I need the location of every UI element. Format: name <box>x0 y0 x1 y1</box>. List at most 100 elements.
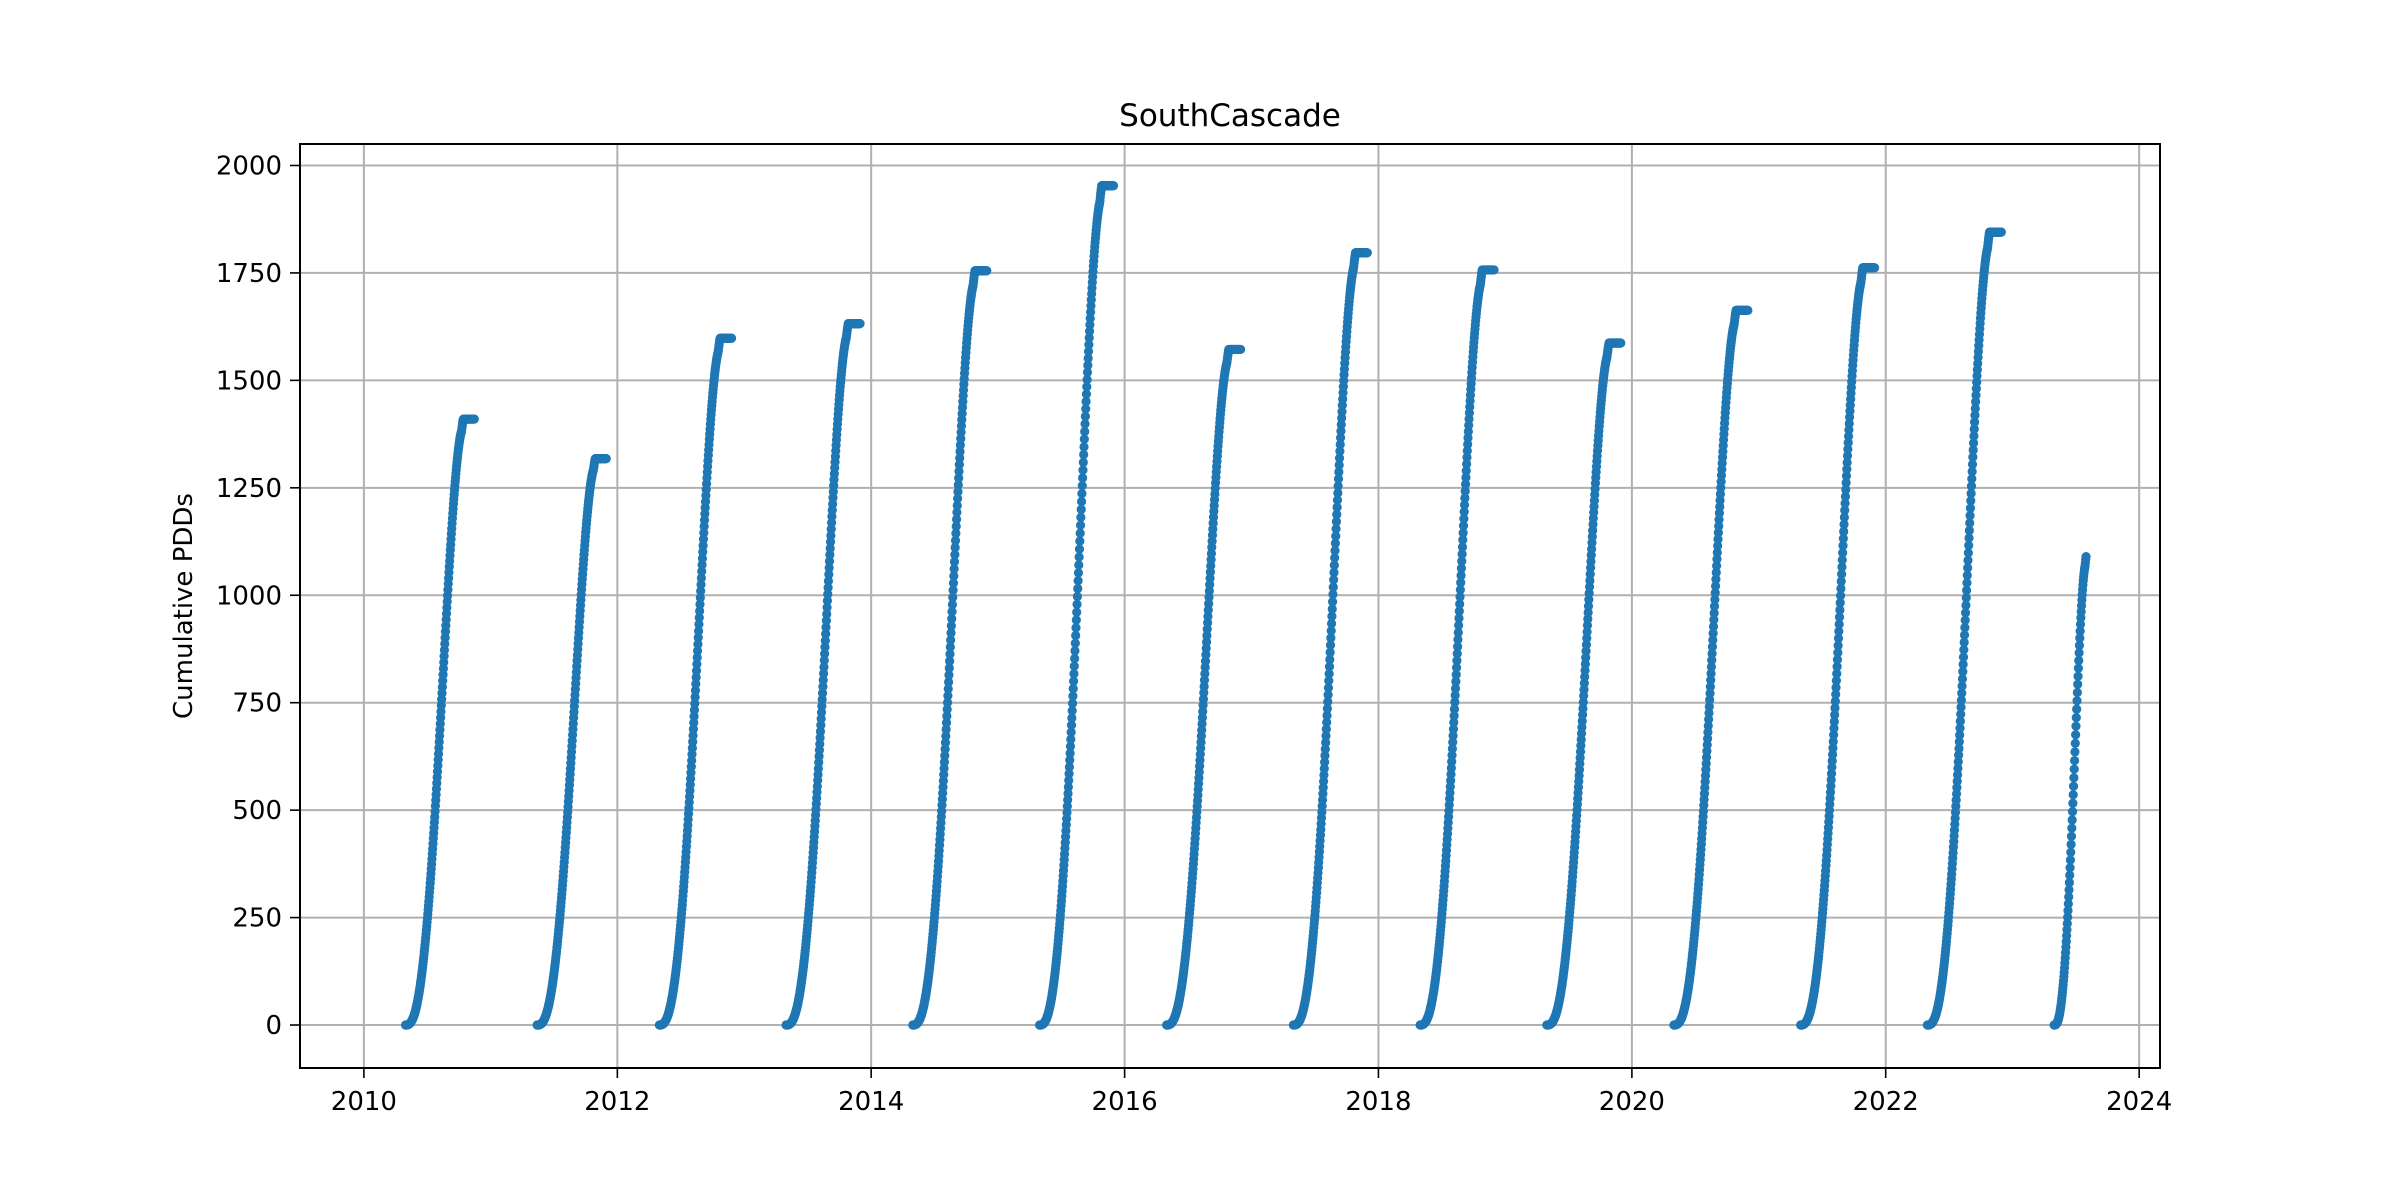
data-point <box>817 688 828 698</box>
data-point <box>1065 741 1076 751</box>
data-point <box>1331 531 1341 541</box>
data-point <box>1458 521 1469 531</box>
data-point <box>1063 788 1073 799</box>
data-point <box>1071 630 1081 641</box>
data-point <box>947 599 958 610</box>
data-point <box>1324 669 1334 679</box>
data-point <box>1962 570 1972 581</box>
data-point <box>1709 608 1719 618</box>
data-point <box>1074 552 1084 562</box>
data-point <box>1964 540 1974 551</box>
data-point <box>1957 688 1967 698</box>
data-point <box>1707 642 1718 652</box>
data-point <box>726 333 737 343</box>
data-point <box>1455 592 1465 602</box>
data-point <box>1954 737 1964 747</box>
data-point <box>1073 584 1083 594</box>
data-point <box>1828 736 1838 747</box>
data-point <box>1083 346 1094 357</box>
data-point <box>820 635 830 646</box>
data-point <box>1970 410 1980 420</box>
x-tick-label: 2018 <box>1345 1087 1411 1117</box>
data-point <box>822 602 832 613</box>
data-point <box>1325 640 1336 650</box>
data-point <box>1462 459 1472 469</box>
data-point <box>1078 465 1088 475</box>
data-point <box>1081 404 1091 414</box>
data-point <box>1839 519 1849 529</box>
data-point <box>1322 710 1332 721</box>
data-point <box>1959 637 1969 648</box>
data-point <box>1451 670 1461 680</box>
x-tick-label: 2016 <box>1092 1087 1158 1117</box>
data-point <box>1323 683 1334 693</box>
data-point <box>694 619 704 629</box>
data-point <box>1828 743 1838 753</box>
data-point <box>948 592 958 602</box>
data-point <box>1073 576 1083 586</box>
data-point <box>1829 716 1839 727</box>
data-point <box>823 582 833 593</box>
data-point <box>941 718 952 728</box>
data-point <box>1616 338 1626 348</box>
data-point <box>2068 781 2079 791</box>
data-point <box>821 622 831 632</box>
data-point <box>1447 750 1457 760</box>
data-point <box>1830 696 1840 706</box>
data-point <box>1711 567 1721 578</box>
data-point <box>1082 374 1092 385</box>
data-point <box>1066 727 1076 737</box>
data-point <box>1081 396 1091 407</box>
data-point <box>2066 831 2077 841</box>
data-point <box>1954 743 1964 754</box>
data-point <box>1447 744 1457 754</box>
data-point <box>1450 683 1461 694</box>
data-point <box>1334 460 1344 470</box>
data-point <box>2069 755 2080 766</box>
data-point <box>820 649 830 659</box>
data-point <box>1969 417 1980 427</box>
data-point <box>1460 479 1471 489</box>
data-point <box>954 466 964 476</box>
data-point <box>1449 704 1460 714</box>
data-point <box>822 609 832 619</box>
data-point <box>1743 305 1753 315</box>
data-point <box>819 655 829 665</box>
data-point <box>1843 444 1853 454</box>
data-point <box>1322 704 1332 714</box>
data-point <box>1330 553 1340 563</box>
data-point <box>954 460 964 470</box>
data-point <box>1956 709 1966 719</box>
y-tick-label: 2000 <box>216 151 282 181</box>
data-point <box>2070 747 2080 757</box>
data-point <box>1829 723 1839 733</box>
data-point <box>947 614 957 624</box>
data-point <box>1996 227 2006 237</box>
data-point <box>1834 619 1844 629</box>
data-point <box>1958 659 1968 669</box>
data-point <box>1962 578 1972 588</box>
data-point <box>690 692 700 702</box>
x-tick-label: 2022 <box>1853 1087 1919 1117</box>
data-point <box>1454 620 1464 630</box>
data-point <box>1967 466 1977 477</box>
data-point <box>1079 442 1089 452</box>
data-point <box>1956 702 1966 712</box>
data-point <box>697 553 708 563</box>
data-point <box>1328 597 1338 607</box>
data-point <box>1965 518 1975 528</box>
data-point <box>1960 615 1970 625</box>
data-point <box>1832 669 1842 679</box>
data-point <box>2065 870 2075 880</box>
data-point <box>940 744 950 754</box>
data-point <box>1837 555 1847 565</box>
data-point <box>1489 265 1499 275</box>
data-point <box>1833 633 1844 644</box>
data-point <box>696 586 706 596</box>
data-point <box>1455 599 1465 609</box>
data-point <box>1065 755 1075 765</box>
y-tick-label: 1750 <box>216 259 282 289</box>
data-point <box>689 705 700 715</box>
data-point <box>694 613 704 623</box>
